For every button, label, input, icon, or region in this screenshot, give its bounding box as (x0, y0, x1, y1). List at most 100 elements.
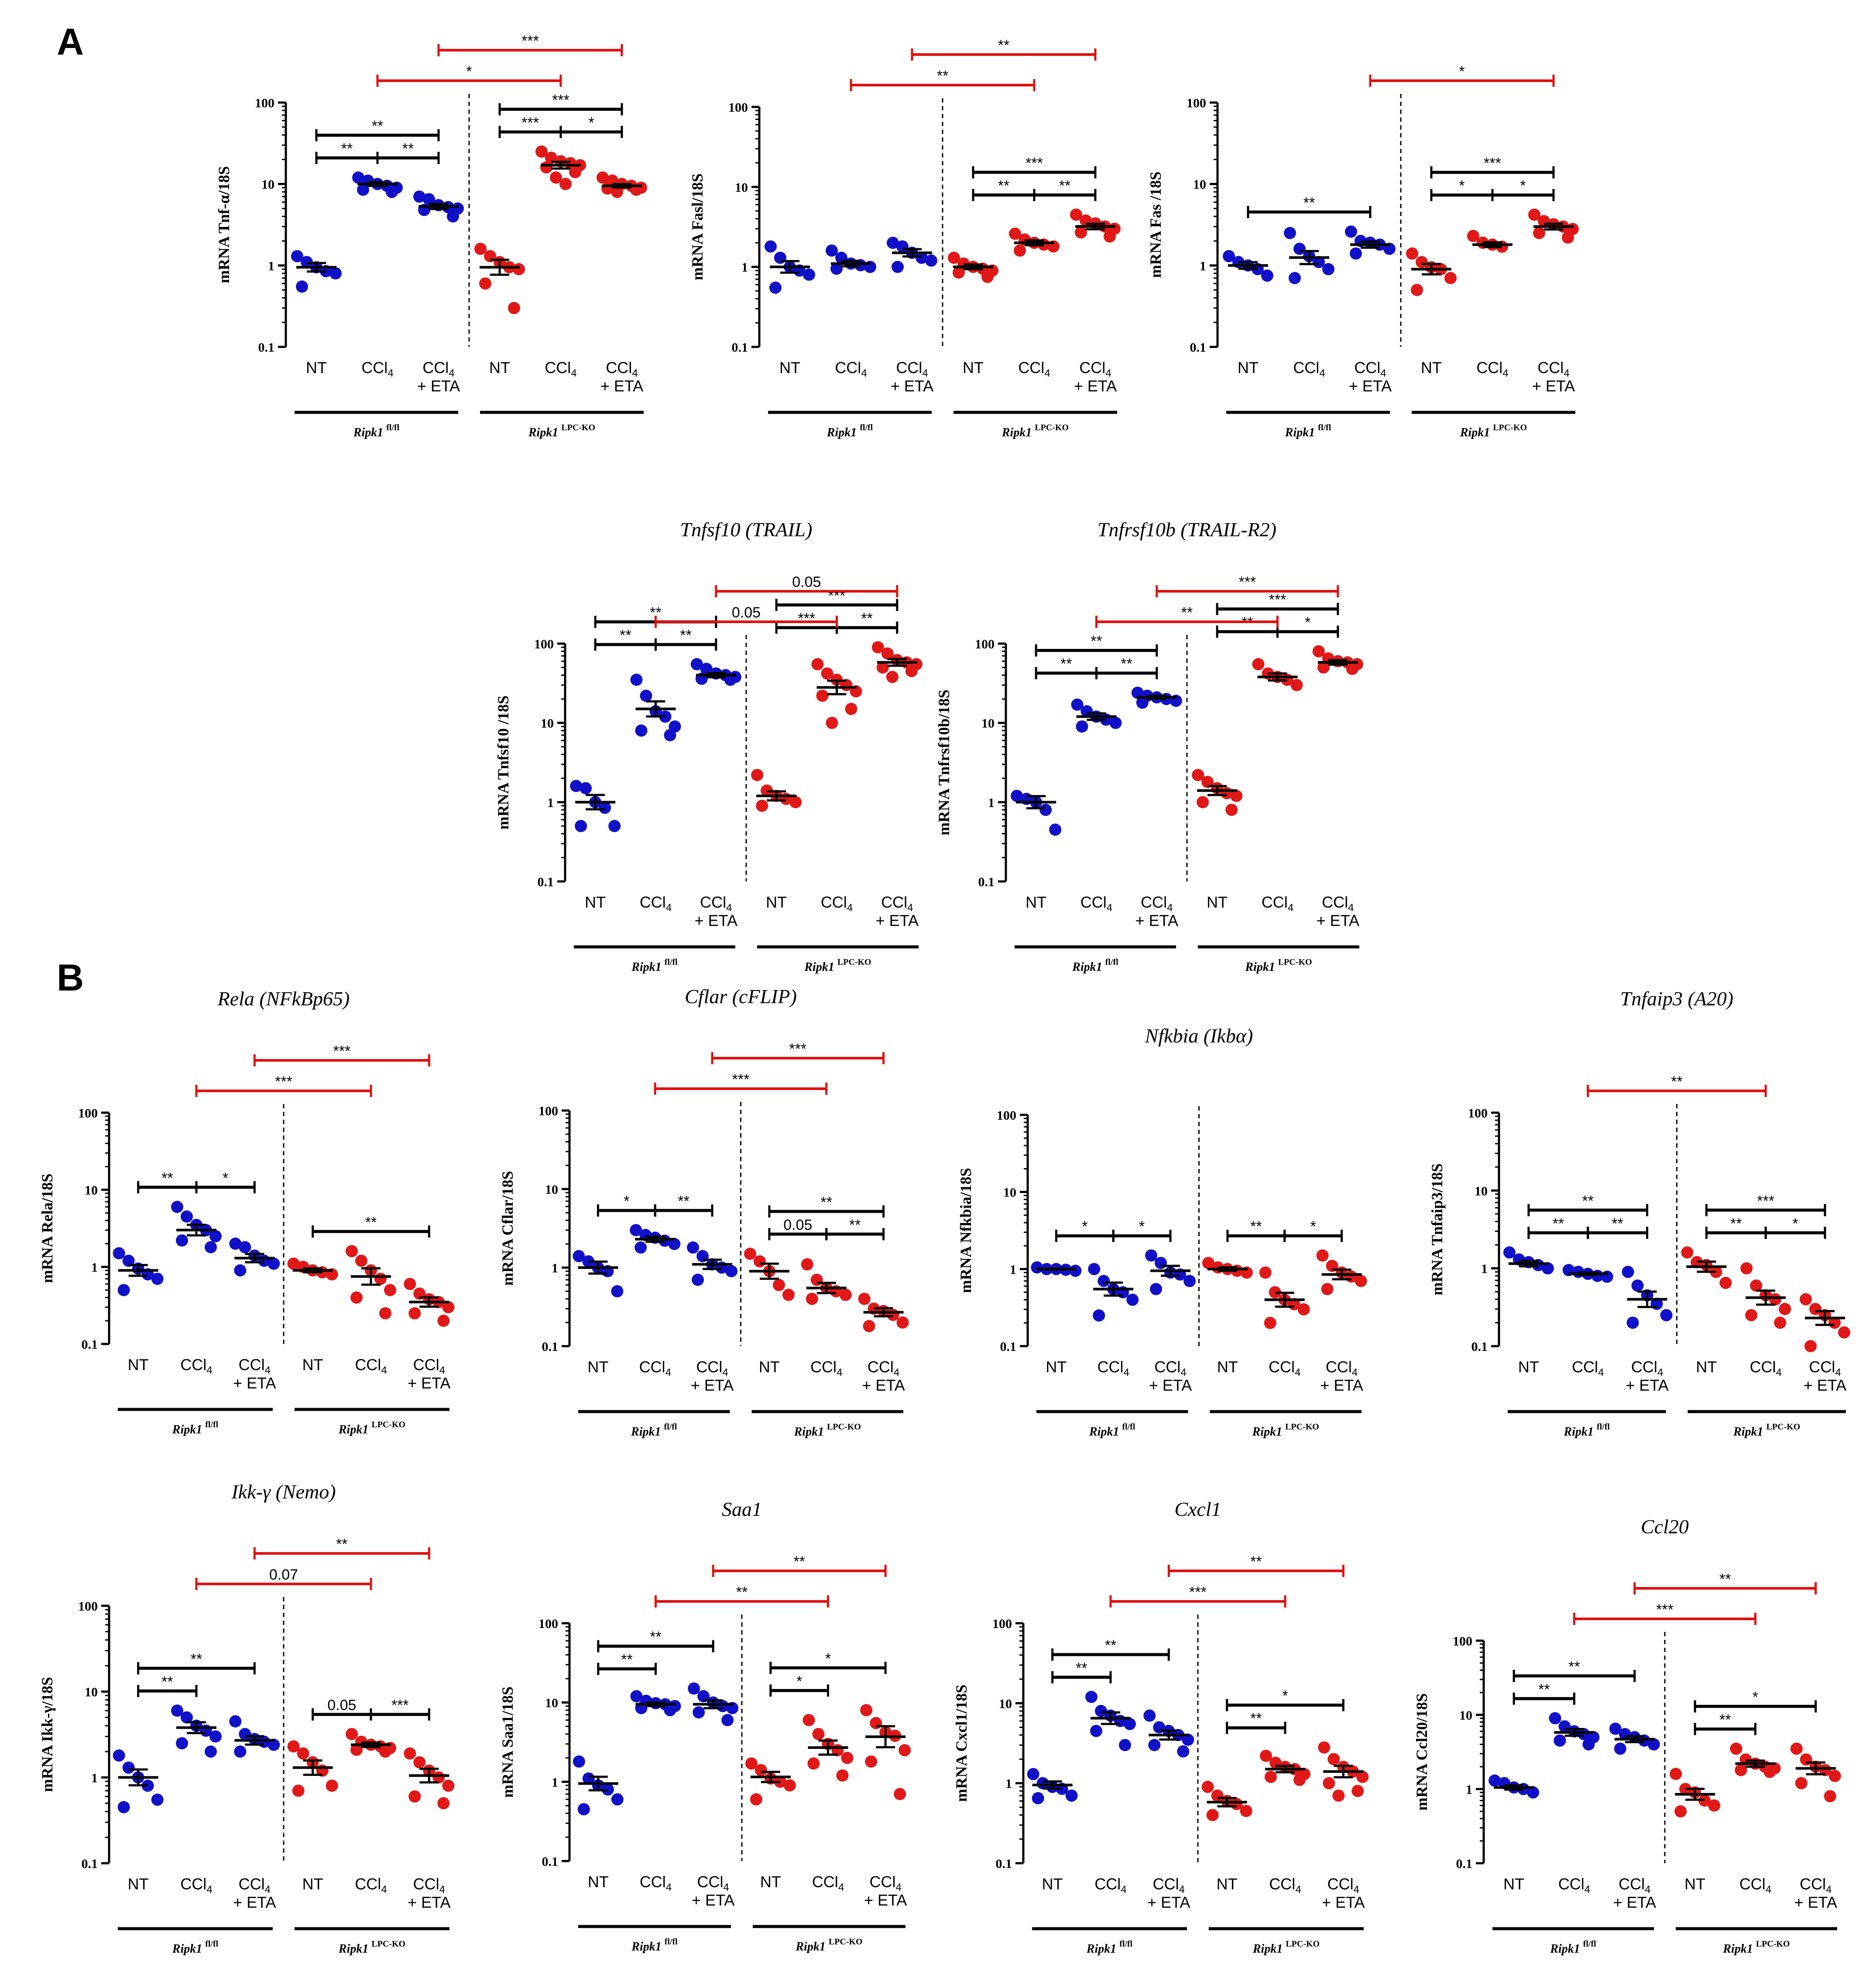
genotype-label: Ripk1 LPC-KO (528, 423, 595, 439)
y-tick-label: 100 (534, 637, 554, 651)
data-point (1252, 658, 1265, 671)
genotype-label: Ripk1 fl/fl (1285, 423, 1331, 439)
data-point (437, 1314, 450, 1327)
data-point (803, 268, 815, 281)
significance-label: ** (1730, 1215, 1742, 1232)
chart-title: Ccl20 (1641, 1515, 1689, 1538)
data-point (812, 1728, 825, 1740)
significance-label: ** (998, 37, 1009, 54)
data-point (1085, 1690, 1097, 1703)
genotype-label: Ripk1 LPC-KO (1252, 1422, 1319, 1439)
x-tick-label: CCl4 (835, 359, 867, 379)
x-tick-label: CCl4 (413, 1356, 445, 1376)
data-point (664, 1704, 676, 1717)
x-tick-label: CCl4 (1018, 359, 1050, 379)
data-point (1223, 250, 1235, 263)
x-tick-label: NT (760, 1873, 781, 1891)
data-point (1027, 1768, 1039, 1780)
data-point (1533, 227, 1545, 240)
data-point (540, 161, 552, 174)
significance-label: ** (793, 1553, 805, 1570)
data-point (721, 1714, 734, 1726)
significance-label: ** (161, 1170, 173, 1186)
x-tick-label: CCl4 (639, 1358, 671, 1378)
data-point (1293, 243, 1306, 255)
y-axis-label: mRNA Saa1/18S (499, 1686, 516, 1798)
x-tick-label: NT (1025, 893, 1046, 911)
data-point (1290, 679, 1303, 691)
significance-label: 0.05 (792, 574, 821, 590)
data-point (1119, 1739, 1131, 1752)
data-point (782, 1289, 795, 1301)
data-point (1090, 1724, 1102, 1737)
data-point (1411, 284, 1423, 296)
data-point (296, 280, 308, 293)
significance-label: ** (336, 1536, 347, 1553)
y-tick-label: 0.1 (542, 1854, 559, 1869)
panel-label-a: A (57, 21, 84, 63)
x-tick-label: NT (1217, 1358, 1238, 1376)
data-point (1790, 1742, 1803, 1755)
data-point (634, 1241, 647, 1254)
data-point (437, 1797, 450, 1810)
chart-8: Tnfaip3 (A20) 0.1 1 10 100 mRNA Tnfaip3/18S NT… (1428, 987, 1851, 1439)
x-tick-label: NT (489, 359, 510, 377)
data-point (355, 1255, 367, 1267)
data-point (479, 277, 491, 290)
chart-title: Tnfrsf10b (TRAIL-R2) (1097, 518, 1276, 541)
data-point (580, 782, 592, 795)
data-point (1240, 1805, 1252, 1817)
x-tick-label: CCl4 (413, 1875, 445, 1896)
chart-5: Rela (NFkBp65) 0.1 1 10 100 mRNA Rela/18S NT CC… (38, 987, 455, 1436)
data-point (508, 302, 520, 314)
significance-label: *** (1757, 1193, 1774, 1209)
data-point (858, 1292, 871, 1305)
data-point (408, 1307, 421, 1320)
data-point (384, 1284, 396, 1296)
significance-label: 0.05 (732, 604, 761, 621)
data-point (887, 1309, 899, 1321)
significance-label: ** (1303, 195, 1315, 211)
data-point (1316, 1249, 1329, 1262)
significance-label: *** (333, 1043, 350, 1059)
data-point (1259, 1266, 1272, 1279)
data-point (292, 1784, 305, 1797)
y-tick-label: 10 (1475, 1184, 1488, 1198)
data-point (1202, 1257, 1214, 1269)
y-tick-label: 1 (988, 795, 995, 810)
x-tick-label: + ETA (408, 1893, 450, 1911)
data-point (413, 190, 425, 203)
significance-label: * (1459, 178, 1464, 194)
data-point (352, 171, 364, 184)
significance-label: ** (849, 1217, 861, 1233)
data-point (751, 769, 764, 782)
data-point (1284, 227, 1296, 240)
x-tick-label: CCl4 (1079, 359, 1111, 379)
data-point (1183, 1275, 1196, 1287)
data-point (811, 658, 824, 671)
data-point (268, 1738, 280, 1751)
data-point (1828, 1770, 1841, 1782)
significance-label: ** (937, 68, 948, 84)
significance-label: * (796, 1673, 802, 1690)
y-tick-label: 0.1 (978, 875, 995, 889)
chart-title: Cflar (cFLIP) (685, 985, 797, 1008)
genotype-label: Ripk1 LPC-KO (1245, 957, 1312, 974)
data-point (1582, 1738, 1595, 1751)
y-tick-label: 100 (255, 96, 274, 110)
x-tick-label: + ETA (691, 1376, 734, 1394)
data-point (1150, 1283, 1163, 1296)
data-point (1601, 1270, 1613, 1283)
significance-label: ** (191, 1651, 202, 1667)
significance-label: ** (1250, 1218, 1262, 1235)
data-point (1735, 1764, 1747, 1776)
data-point (329, 267, 342, 280)
data-point (1416, 256, 1428, 268)
x-tick-label: CCl4 (1537, 359, 1569, 379)
significance-label: *** (1484, 155, 1501, 171)
data-point (1011, 789, 1023, 802)
data-point (1297, 1303, 1310, 1316)
x-tick-label: CCl4 (1269, 1875, 1301, 1896)
data-point (1674, 1805, 1687, 1818)
